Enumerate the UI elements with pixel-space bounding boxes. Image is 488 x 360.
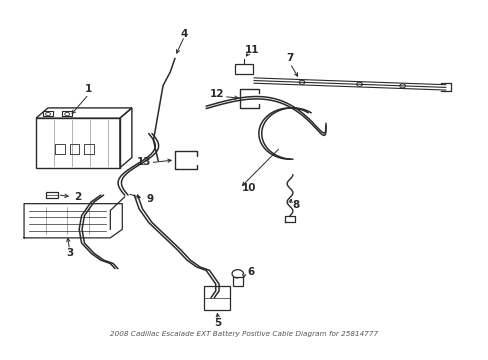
Text: 6: 6 xyxy=(246,267,254,277)
Text: 13: 13 xyxy=(136,157,151,167)
Text: 4: 4 xyxy=(181,30,188,39)
Text: 9: 9 xyxy=(146,194,153,203)
Text: 3: 3 xyxy=(66,248,73,258)
Text: 8: 8 xyxy=(292,201,299,210)
Text: 10: 10 xyxy=(242,183,256,193)
Text: 2: 2 xyxy=(74,192,81,202)
Text: 5: 5 xyxy=(214,318,222,328)
Text: 2008 Cadillac Escalade EXT Battery Positive Cable Diagram for 25814777: 2008 Cadillac Escalade EXT Battery Posit… xyxy=(110,331,378,337)
Text: 11: 11 xyxy=(244,45,259,55)
Bar xyxy=(203,286,230,310)
Text: 1: 1 xyxy=(85,84,92,94)
Bar xyxy=(232,277,243,286)
Bar xyxy=(234,64,253,74)
Bar xyxy=(45,192,58,198)
Text: 7: 7 xyxy=(286,53,293,63)
Text: 12: 12 xyxy=(209,89,224,99)
